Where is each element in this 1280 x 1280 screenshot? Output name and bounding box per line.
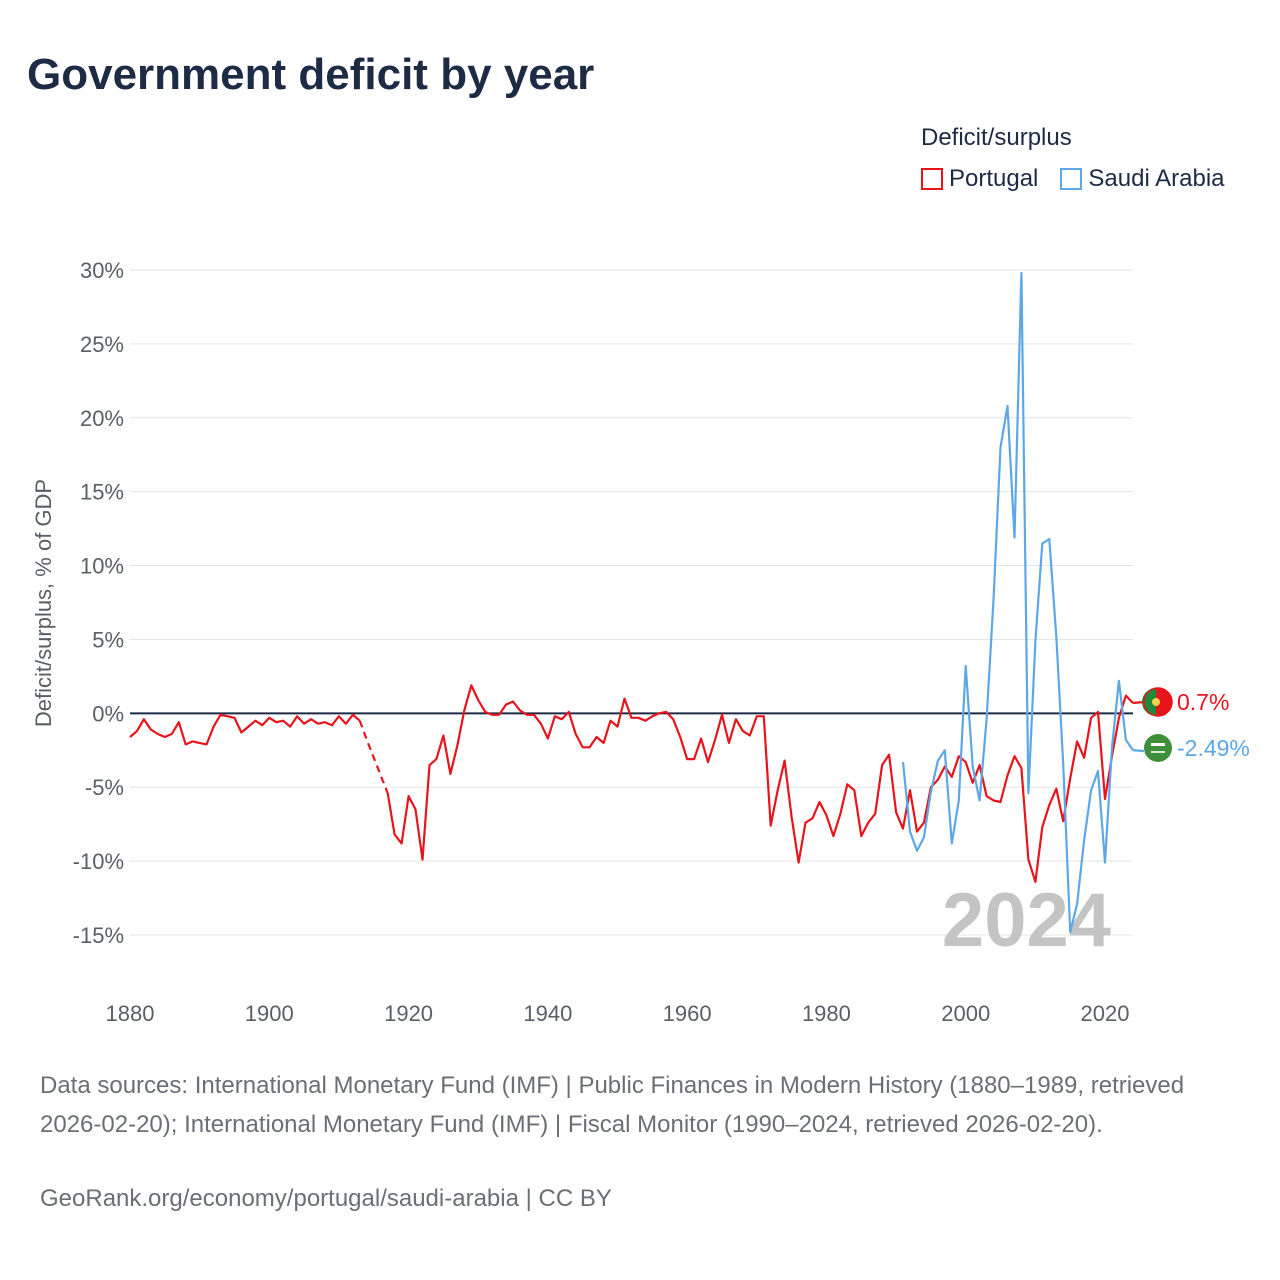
legend-label-portugal: Portugal [949,165,1039,192]
year-watermark: 2024 [942,878,1111,963]
x-tick-label: 1980 [802,1001,851,1026]
x-tick-label: 1940 [523,1001,572,1026]
series-extension-saudi-arabia [1132,749,1145,753]
flag-ring [1143,687,1173,717]
y-tick-label: 20% [80,406,124,431]
y-tick-label: 0% [92,701,124,726]
legend: Portugal Saudi Arabia [921,165,1225,193]
end-label-portugal: 0.7% [1177,689,1229,715]
y-tick-label: 5% [92,627,124,652]
y-tick-label: -5% [85,775,124,800]
series-line-portugal [129,713,361,746]
flag-green-disc [1144,734,1172,762]
x-tick-label: 1900 [245,1001,294,1026]
legend-swatch-saudi-arabia [1060,168,1083,190]
x-tick-label: 1960 [663,1001,712,1026]
data-sources: Data sources: International Monetary Fun… [40,1072,1185,1138]
saudi-arabia-flag-icon [1144,734,1172,762]
series-line-portugal [386,684,1134,883]
x-tick-label: 2020 [1081,1001,1130,1026]
legend-title: Deficit/surplus [921,124,1072,151]
y-tick-label: 25% [80,332,124,357]
y-tick-label: -10% [73,849,124,874]
series-line-saudi-arabia [901,271,1134,934]
x-tick-label: 1880 [106,1001,155,1026]
y-tick-label: -15% [73,923,124,948]
legend-item-portugal[interactable]: Portugal [921,165,1038,193]
gridlines [130,269,1133,936]
series-lines [129,271,1145,934]
flag-script [1151,743,1165,746]
y-axis-ticks: 30% 25% 20% 15% 10% 5% 0% -5% -10% -15% [73,258,124,948]
portugal-flag-icon [1142,687,1173,717]
x-axis-ticks: 1880 1900 1920 1940 1960 1980 2000 2020 [106,1001,1130,1026]
end-markers: 0.7% -2.49% [1142,687,1250,762]
chart-title: Government deficit by year [27,50,595,99]
credit-link[interactable]: GeoRank.org/economy/portugal/saudi-arabi… [40,1185,612,1212]
series-line-portugal-estimated [358,720,389,794]
legend-label-saudi-arabia: Saudi Arabia [1088,165,1225,192]
end-label-saudi-arabia: -2.49% [1177,735,1250,761]
y-tick-label: 15% [80,480,124,505]
x-tick-label: 2000 [941,1001,990,1026]
y-tick-label: 30% [80,258,124,283]
legend-swatch-portugal [921,168,943,190]
line-chart: 30%25%20%15%10%5%0%-5%-10%-15% 1880 1900 1… [73,258,1250,1026]
flag-emblem [1152,698,1160,706]
legend-item-saudi-arabia[interactable]: Saudi Arabia [1060,165,1225,193]
y-tick-label: 10% [80,554,124,579]
x-tick-label: 1920 [384,1001,433,1026]
